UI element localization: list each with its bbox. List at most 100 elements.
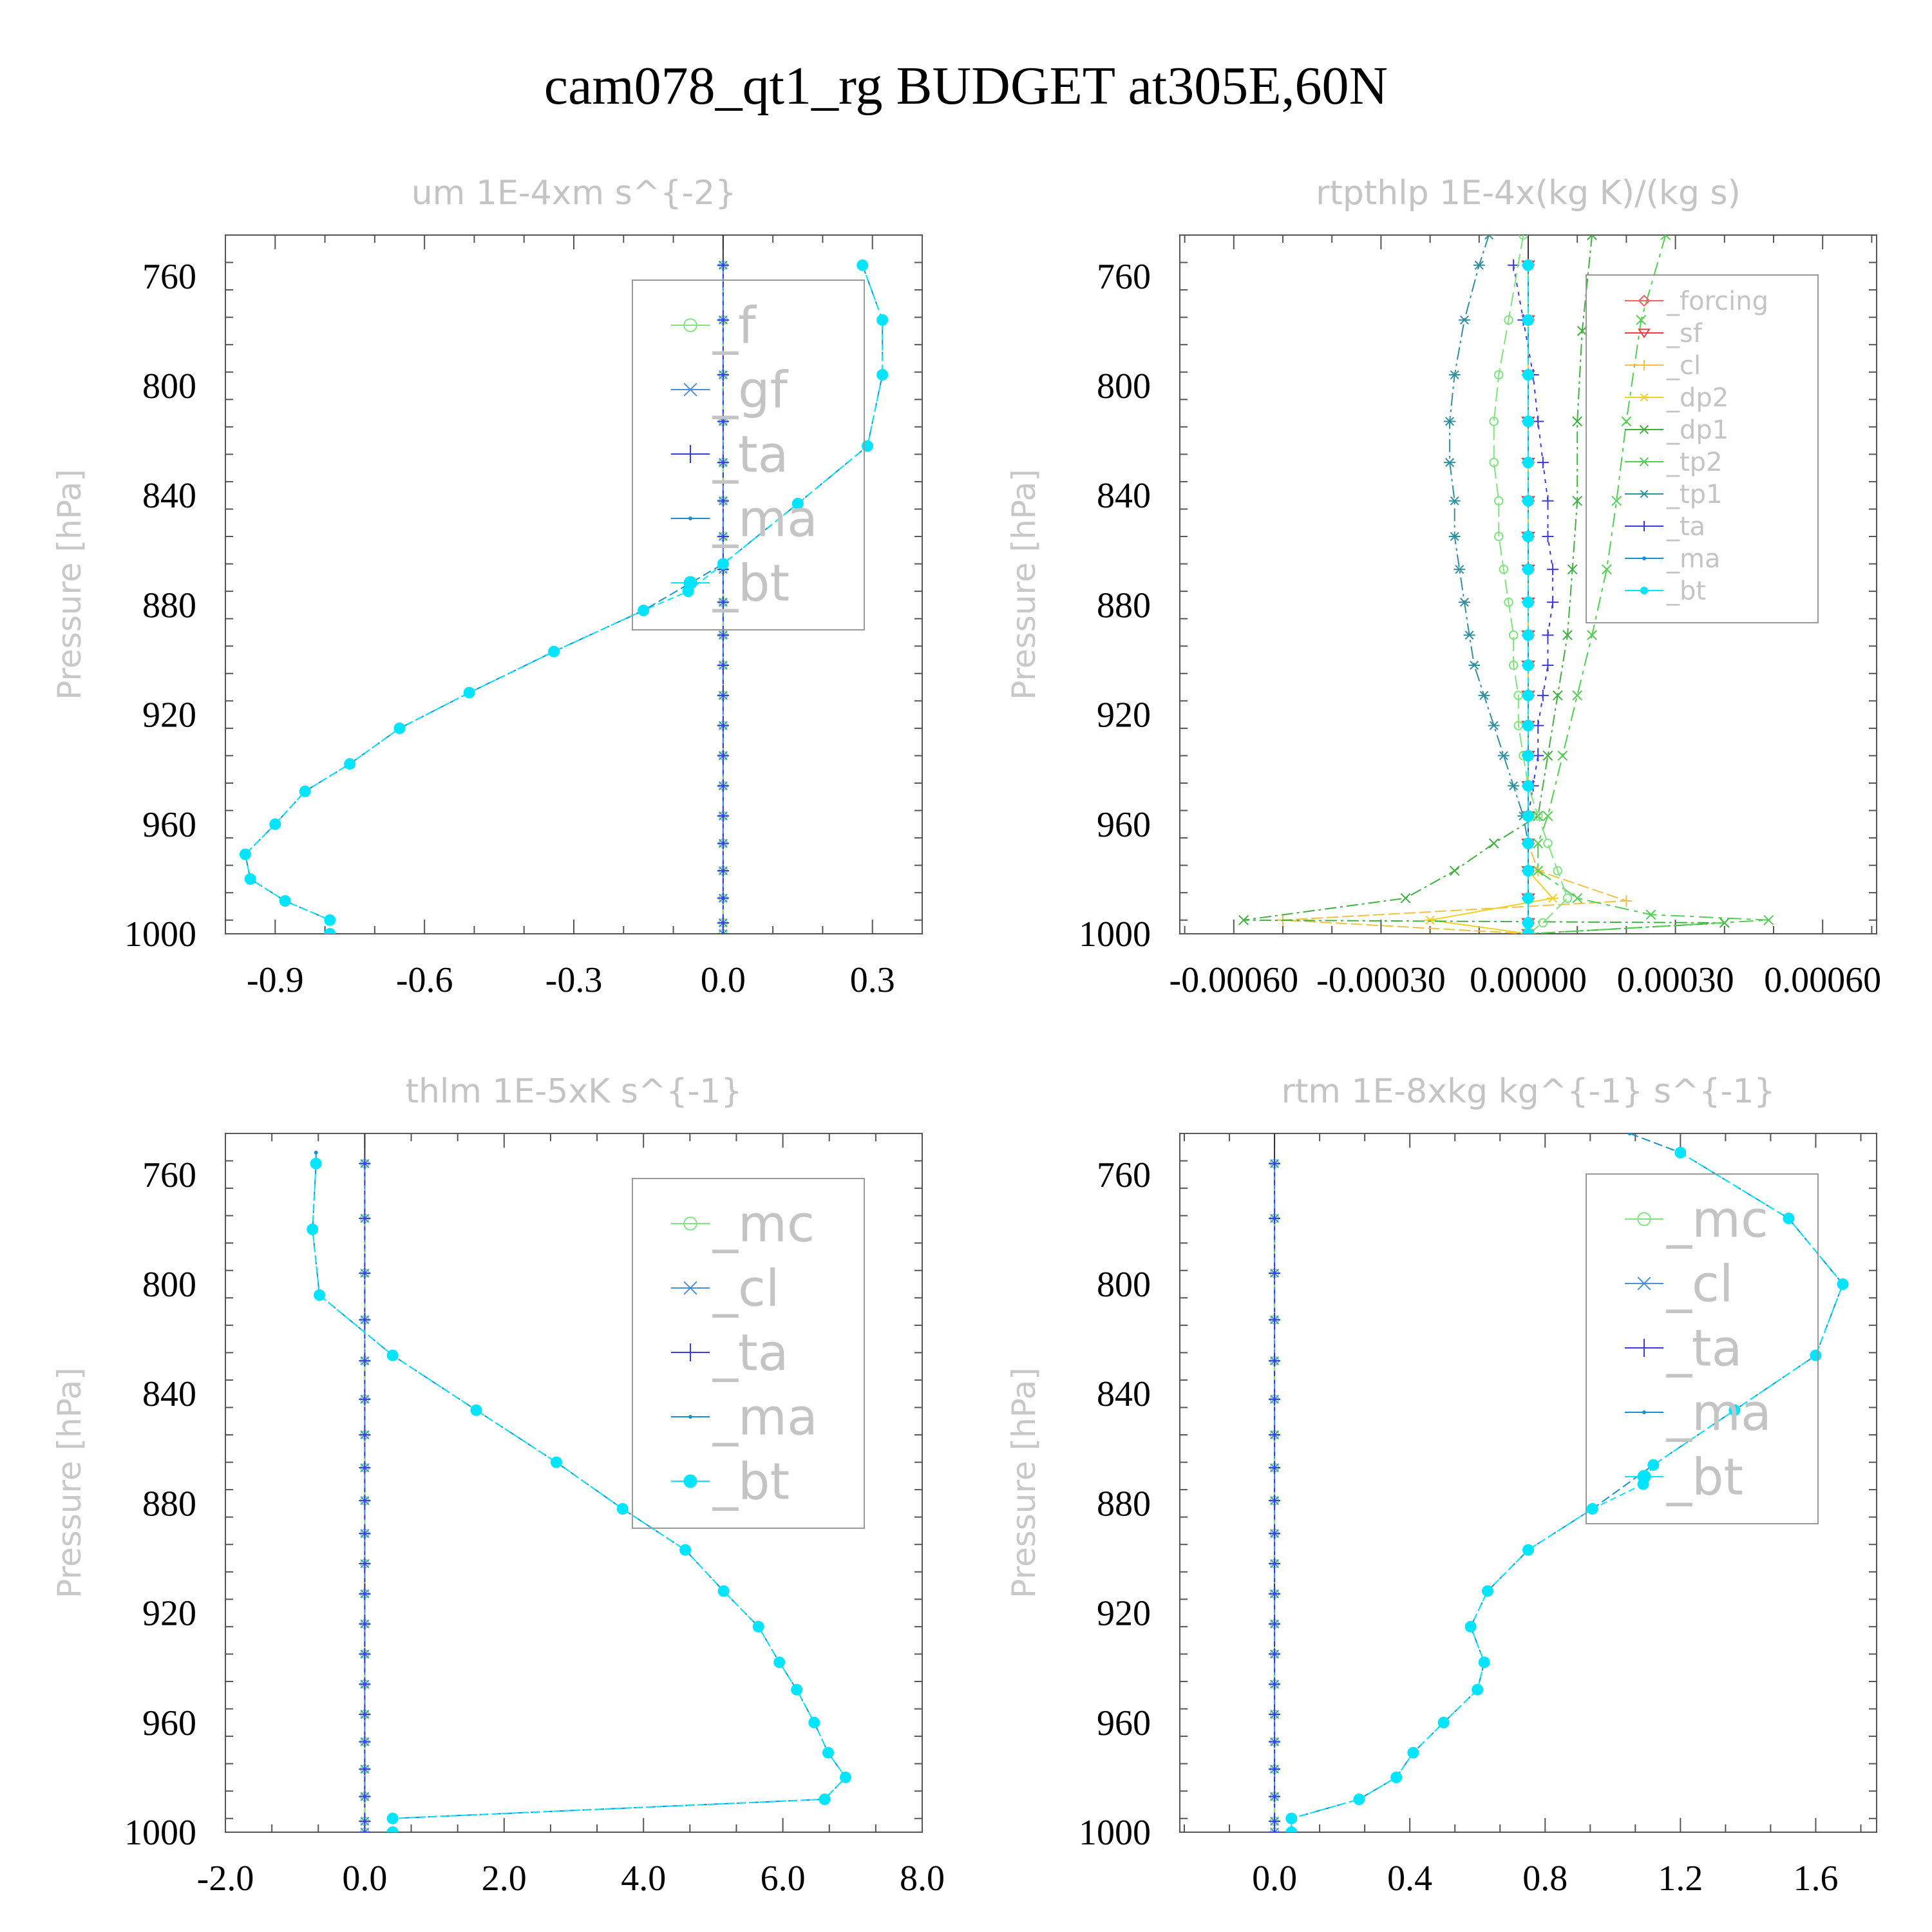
data-point bbox=[1508, 660, 1519, 670]
data-point bbox=[359, 1736, 371, 1748]
data-point bbox=[1522, 719, 1534, 732]
legend-marker bbox=[683, 318, 697, 332]
data-point bbox=[1522, 780, 1534, 792]
data-point bbox=[1437, 1716, 1450, 1728]
data-point bbox=[717, 314, 729, 326]
data-point bbox=[876, 314, 889, 326]
data-point bbox=[1493, 531, 1504, 542]
data-point bbox=[1269, 1462, 1281, 1474]
data-point bbox=[1522, 369, 1534, 381]
y-tick-label: 760 bbox=[1097, 257, 1151, 297]
data-point bbox=[1454, 565, 1466, 574]
data-point bbox=[1269, 1678, 1281, 1690]
data-point bbox=[359, 1157, 371, 1170]
data-point bbox=[1458, 315, 1470, 325]
data-point bbox=[1647, 1459, 1660, 1471]
data-point bbox=[1547, 564, 1559, 576]
data-point bbox=[1562, 893, 1573, 903]
data-point bbox=[1522, 596, 1534, 609]
series-line bbox=[1513, 265, 1554, 934]
data-point bbox=[1400, 893, 1411, 904]
panel-title: rtpthlp 1E-4x(kg K)/(kg s) bbox=[1316, 174, 1741, 213]
y-tick-label: 760 bbox=[142, 257, 196, 297]
data-point bbox=[1586, 1502, 1598, 1515]
legend-label: _f bbox=[712, 297, 757, 355]
data-point bbox=[808, 1716, 820, 1728]
data-point bbox=[1497, 751, 1510, 761]
y-tick-label: 960 bbox=[1097, 1703, 1151, 1743]
data-point bbox=[1481, 1585, 1493, 1597]
data-point bbox=[1542, 811, 1553, 821]
legend-label: _ta bbox=[712, 1324, 788, 1382]
legend-marker bbox=[1639, 489, 1649, 498]
x-tick-label: -0.00030 bbox=[1316, 960, 1446, 1000]
legend-marker bbox=[1635, 1339, 1653, 1357]
legend: _f _gf _ta _ma _bt bbox=[632, 279, 865, 630]
legend-label: _cl bbox=[712, 1260, 780, 1318]
data-point bbox=[1488, 838, 1499, 849]
data-point bbox=[1269, 1558, 1281, 1570]
data-point bbox=[1533, 866, 1544, 876]
y-axis-label: Pressure [hPa] bbox=[1005, 1367, 1043, 1598]
data-point bbox=[1499, 564, 1509, 574]
legend-label: _ta bbox=[1666, 512, 1705, 542]
data-point bbox=[1611, 495, 1622, 506]
data-point bbox=[717, 810, 729, 822]
data-point bbox=[359, 1429, 371, 1441]
panel-title: rtm 1E-8xkg kg^{-1} s^{-1} bbox=[1281, 1072, 1775, 1111]
data-point bbox=[1728, 1404, 1741, 1416]
data-point bbox=[773, 1656, 786, 1669]
data-point bbox=[386, 1349, 399, 1361]
panel-title: um 1E-4xm s^{-2} bbox=[412, 174, 737, 213]
data-point bbox=[239, 848, 251, 860]
y-tick-label: 760 bbox=[142, 1155, 196, 1195]
data-point bbox=[717, 780, 729, 792]
legend: _forcing _sf _cl_dp2_dp1 _tp2 _tp1 _ta_ma_bt bbox=[1586, 274, 1819, 623]
data-point bbox=[1458, 598, 1470, 607]
legend-marker bbox=[681, 445, 699, 463]
y-tick-label: 840 bbox=[142, 1374, 196, 1414]
legend-marker bbox=[1638, 294, 1651, 307]
data-point bbox=[752, 1620, 764, 1633]
legend-marker bbox=[1635, 1276, 1653, 1291]
y-axis-label: Pressure [hPa] bbox=[1005, 469, 1043, 700]
data-point bbox=[359, 1528, 371, 1540]
x-tick-label: 0.00030 bbox=[1617, 960, 1734, 1000]
data-point bbox=[717, 457, 729, 469]
data-point bbox=[1489, 457, 1499, 468]
data-point bbox=[791, 497, 804, 509]
data-point bbox=[359, 1678, 371, 1690]
data-point bbox=[1522, 415, 1534, 428]
data-point bbox=[1478, 690, 1490, 700]
data-point bbox=[1483, 235, 1495, 240]
data-point bbox=[1407, 1747, 1419, 1759]
data-point bbox=[1390, 1771, 1403, 1783]
data-point bbox=[1674, 1146, 1687, 1159]
data-point bbox=[1557, 750, 1568, 761]
panel-rtm: rtm 1E-8xkg kg^{-1} s^{-1} Pressure [hPa]… bbox=[1005, 1072, 1877, 1899]
data-point bbox=[717, 892, 729, 904]
series-line bbox=[1430, 265, 1555, 934]
data-point bbox=[359, 1267, 371, 1279]
data-point bbox=[1478, 1656, 1490, 1669]
data-point bbox=[1269, 1355, 1281, 1367]
data-point bbox=[1522, 495, 1534, 507]
data-point bbox=[717, 495, 729, 507]
data-point bbox=[1621, 416, 1632, 427]
data-point bbox=[1542, 531, 1554, 543]
data-point bbox=[1269, 1587, 1281, 1600]
data-point bbox=[359, 1355, 371, 1367]
data-point bbox=[1522, 259, 1534, 271]
data-point bbox=[717, 689, 729, 701]
legend-marker bbox=[681, 1281, 699, 1295]
data-point bbox=[1269, 1790, 1281, 1803]
data-point bbox=[1269, 1815, 1281, 1827]
x-tick-label: 0.0 bbox=[342, 1859, 387, 1899]
data-point bbox=[1538, 918, 1548, 928]
data-point bbox=[1522, 659, 1534, 672]
x-tick-label: 0.8 bbox=[1522, 1859, 1567, 1899]
data-point bbox=[1810, 1349, 1822, 1361]
data-point bbox=[1522, 629, 1534, 641]
data-point bbox=[359, 1763, 371, 1776]
data-point bbox=[1269, 1495, 1281, 1507]
